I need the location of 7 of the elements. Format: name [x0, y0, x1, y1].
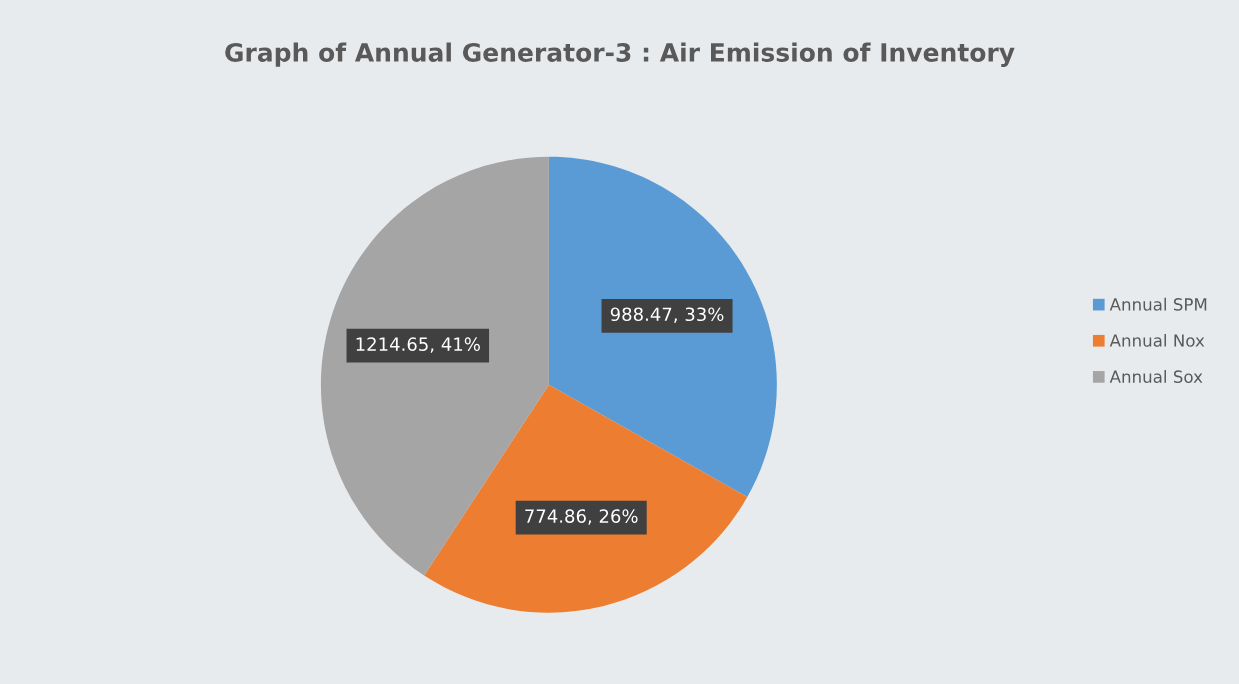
data-label: 1214.65, 41% [356, 337, 480, 353]
chart-title: Graph of Annual Generator-3 : Air Emission of Inventory [225, 42, 1015, 67]
legend-label: Annual Nox [1109, 333, 1205, 347]
legend-label: Annual Sox [1109, 370, 1203, 383]
data-label: 988.47, 33% [610, 307, 724, 323]
legend-label: Annual SPM [1109, 297, 1207, 311]
data-label: 774.86, 26% [525, 509, 638, 525]
